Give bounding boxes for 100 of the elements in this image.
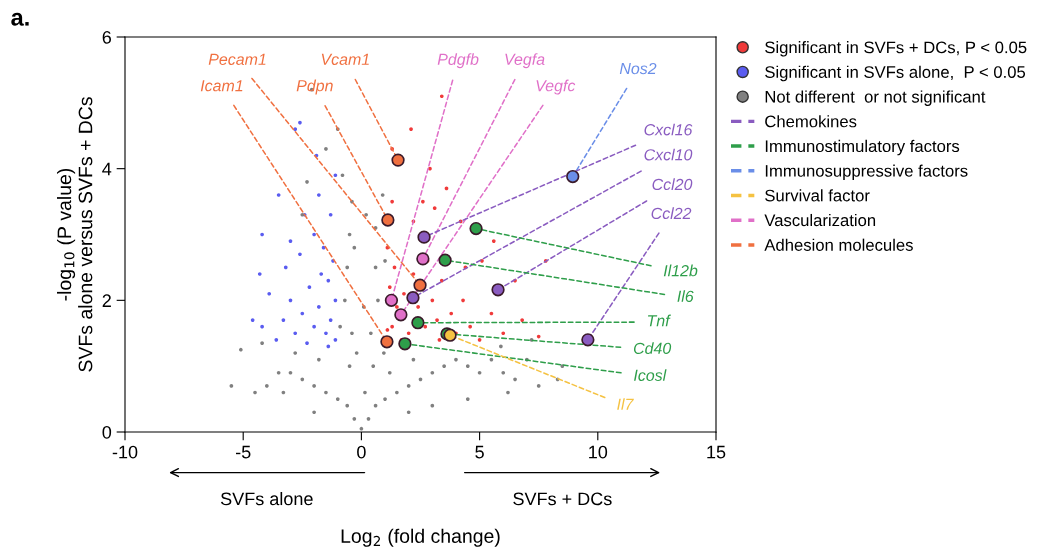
point bbox=[402, 291, 406, 296]
point bbox=[328, 318, 333, 322]
legend-label: Immunostimulatory factors bbox=[765, 139, 960, 156]
point bbox=[409, 127, 413, 131]
annotation: Cxcl16 bbox=[644, 123, 693, 136]
point bbox=[298, 252, 302, 257]
point bbox=[395, 305, 399, 309]
point bbox=[288, 298, 293, 303]
annotation: Icam1 bbox=[200, 80, 243, 92]
point bbox=[461, 298, 465, 303]
chart-title: a. bbox=[11, 12, 29, 26]
point bbox=[469, 221, 483, 236]
point bbox=[317, 305, 321, 309]
point bbox=[384, 293, 399, 307]
point bbox=[328, 212, 333, 217]
point bbox=[283, 265, 288, 270]
point bbox=[581, 333, 595, 347]
point bbox=[260, 232, 264, 237]
legend-label: Vascularization bbox=[764, 213, 876, 227]
annotation: Cd40 bbox=[633, 342, 672, 354]
point bbox=[417, 230, 431, 244]
annotation: Il7 bbox=[617, 398, 634, 410]
point bbox=[438, 253, 452, 267]
point bbox=[387, 285, 392, 289]
x-tick-label: 15 bbox=[707, 445, 726, 459]
point bbox=[298, 120, 302, 125]
point bbox=[274, 338, 279, 342]
annotation: Pdpn bbox=[296, 79, 333, 95]
annotation: Pdgfb bbox=[437, 53, 479, 69]
point bbox=[416, 252, 430, 266]
y-axis-title: -log$_{10}$ (P value) SVFs alone versus SVFs + DCs bbox=[56, 97, 93, 372]
point bbox=[390, 199, 394, 204]
point bbox=[390, 324, 394, 329]
point bbox=[432, 206, 437, 210]
legend-label: Not different or not significant bbox=[765, 90, 986, 106]
annotation: Il12b bbox=[663, 264, 698, 277]
x-tick-label: -10 bbox=[112, 445, 138, 459]
text: SVFs + DCs bbox=[513, 492, 612, 506]
legend-label: Significant in SVFs alone, P < 0.05 bbox=[765, 65, 1026, 82]
point bbox=[288, 239, 293, 243]
annotation: Vegfa bbox=[505, 53, 545, 69]
point bbox=[449, 311, 454, 316]
point bbox=[333, 173, 338, 178]
point bbox=[413, 278, 427, 292]
point bbox=[477, 338, 482, 342]
point bbox=[411, 316, 425, 330]
annotation: Tnf bbox=[647, 314, 671, 327]
point bbox=[439, 94, 444, 99]
point bbox=[435, 318, 439, 322]
point bbox=[437, 338, 442, 342]
legend-label: Significant in SVFs + DCs, P < 0.05 bbox=[765, 41, 1027, 57]
point bbox=[398, 337, 412, 351]
legend-label: Immunosuppressive factors bbox=[765, 164, 968, 181]
point bbox=[566, 169, 580, 184]
annotation: Vegfc bbox=[536, 79, 576, 95]
x-tick-label: -5 bbox=[235, 445, 251, 459]
point bbox=[491, 283, 505, 297]
x-tick-label: 10 bbox=[589, 445, 608, 459]
point bbox=[333, 338, 338, 342]
point bbox=[423, 324, 428, 329]
annotation: Cxcl10 bbox=[644, 148, 693, 161]
annotation: Ccl22 bbox=[651, 207, 692, 220]
annotation: Nos2 bbox=[619, 62, 657, 75]
annotation: Il6 bbox=[677, 290, 694, 302]
point bbox=[257, 272, 262, 276]
point bbox=[326, 344, 331, 349]
point bbox=[317, 193, 321, 197]
point bbox=[267, 291, 272, 296]
x-tick-label: 0 bbox=[357, 445, 366, 459]
point bbox=[312, 232, 316, 237]
legend-label: Chemokines bbox=[765, 115, 857, 128]
point bbox=[468, 324, 472, 329]
legend-label: Adhesion molecules bbox=[764, 238, 913, 251]
annotation: Vcam1 bbox=[321, 53, 369, 65]
point bbox=[300, 311, 305, 316]
y-tick-label: 6 bbox=[102, 30, 112, 44]
point bbox=[260, 324, 264, 329]
point bbox=[307, 285, 312, 289]
legend-label: Survival factor bbox=[765, 189, 870, 202]
point bbox=[381, 213, 395, 227]
y-tick-label: 4 bbox=[102, 162, 112, 176]
point bbox=[324, 331, 328, 336]
x-axis-title: Log$_{2}$ (fold change) bbox=[341, 528, 500, 547]
point bbox=[406, 331, 411, 336]
annotation: Ccl20 bbox=[652, 178, 693, 191]
y-tick-label: 0 bbox=[102, 425, 112, 439]
point bbox=[501, 331, 506, 336]
point bbox=[391, 153, 405, 167]
point bbox=[520, 318, 524, 322]
point bbox=[536, 334, 541, 339]
point bbox=[380, 335, 394, 349]
point bbox=[416, 305, 420, 309]
x-tick-label: 5 bbox=[475, 445, 484, 459]
point bbox=[281, 318, 286, 322]
point bbox=[276, 193, 281, 197]
point bbox=[250, 318, 255, 322]
point bbox=[480, 259, 484, 263]
point bbox=[326, 278, 331, 283]
annotation: Pecam1 bbox=[208, 53, 266, 65]
text: SVFs alone bbox=[220, 491, 313, 506]
